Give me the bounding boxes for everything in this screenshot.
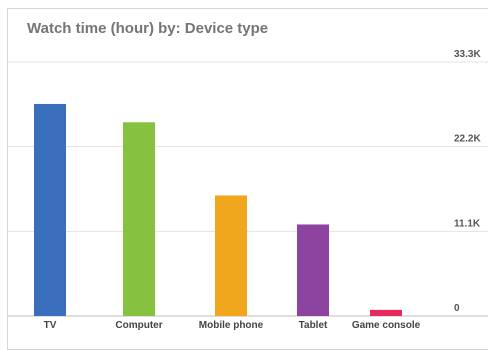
bar-mobile-phone[interactable] bbox=[215, 195, 247, 316]
x-category-label: Computer bbox=[115, 320, 162, 331]
bars bbox=[34, 103, 402, 316]
y-axis-ticks: 0 11.1K 22.2K 33.3K bbox=[454, 49, 481, 314]
gridlines bbox=[8, 61, 488, 317]
chart-card bbox=[7, 8, 488, 350]
chart-title: Watch time (hour) by: Device type bbox=[27, 20, 269, 37]
bar-tablet[interactable] bbox=[297, 224, 329, 316]
bar-computer[interactable] bbox=[123, 122, 155, 316]
x-category-label: Mobile phone bbox=[199, 320, 264, 331]
x-category-label: Game console bbox=[352, 320, 421, 331]
x-axis-labels: TV Computer Mobile phone Tablet Game console bbox=[44, 320, 421, 331]
y-tick-label: 22.2K bbox=[454, 134, 481, 145]
x-category-label: Tablet bbox=[299, 320, 328, 331]
bar-game-console[interactable] bbox=[370, 309, 402, 316]
y-tick-label: 0 bbox=[454, 303, 460, 314]
y-tick-label: 11.1K bbox=[454, 218, 481, 229]
y-tick-label: 33.3K bbox=[454, 49, 481, 60]
bar-tv[interactable] bbox=[34, 103, 66, 316]
x-category-label: TV bbox=[44, 320, 57, 331]
